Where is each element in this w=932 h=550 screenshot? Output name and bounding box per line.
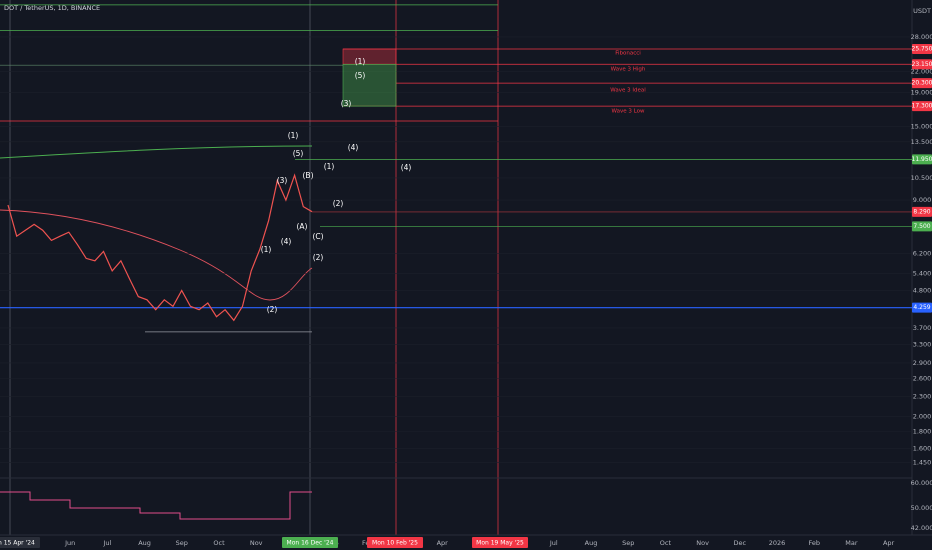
- indicator-tick-label: 42.000: [911, 524, 932, 532]
- x-tick-label: Sep: [176, 539, 188, 547]
- time-tag: [367, 537, 423, 548]
- price-tag: [912, 59, 932, 70]
- price-tag-label: 23.150: [912, 61, 932, 68]
- y-tick-label: 6.200: [913, 250, 932, 258]
- target-zone: [342, 63, 397, 107]
- price-tag-label: 8.290: [913, 208, 930, 215]
- y-tick-label: 1.800: [913, 427, 932, 435]
- indicator-tick-label: 60.000: [911, 479, 932, 487]
- wave-label: (3): [341, 99, 352, 108]
- wave-label: (1): [261, 245, 272, 254]
- fib-label: Wave 3 Ideal: [610, 88, 646, 94]
- y-tick-label: 2.900: [913, 359, 932, 367]
- price-tag: [912, 78, 932, 89]
- x-tick-label: Nov: [250, 539, 263, 547]
- x-tick-label: Dec: [734, 539, 747, 547]
- y-tick-label: 10.500: [911, 174, 932, 182]
- wave-label: (4): [348, 143, 359, 152]
- y-tick-label: 22.000: [911, 68, 932, 76]
- y-tick-label: 5.400: [913, 270, 932, 278]
- x-tick-label: Jul: [549, 539, 558, 547]
- wave-label: (1): [288, 131, 299, 140]
- price-tag-label: 20.300: [912, 80, 932, 87]
- x-tick-label: Apr: [437, 539, 449, 547]
- y-tick-label: 13.500: [911, 138, 932, 146]
- time-tag-label: Mon 19 May '25: [476, 540, 524, 547]
- y-tick-label: 9.000: [913, 196, 932, 204]
- y-tick-label: 28.000: [911, 33, 932, 41]
- wave-label: (2): [313, 253, 324, 262]
- moving-average: [0, 145, 313, 159]
- indicator-line: [0, 491, 312, 520]
- indicator-tick-label: 50.000: [911, 504, 932, 512]
- time-tag-label: Mon 16 Dec '24: [287, 540, 334, 547]
- time-tag: [282, 537, 338, 548]
- wave-label: (4): [401, 163, 412, 172]
- wave-label: (C): [312, 232, 323, 241]
- x-tick-label: Mar: [845, 539, 858, 547]
- time-tag-label: Mon 15 Apr '24: [0, 540, 35, 547]
- wave-label: (1): [324, 162, 335, 171]
- fib-label: Wave 3 High: [611, 67, 646, 73]
- x-tick-label: Jun: [64, 539, 75, 547]
- y-tick-label: 1.600: [913, 444, 932, 452]
- x-tick-label: Sep: [622, 539, 634, 547]
- wave-label: (4): [281, 237, 292, 246]
- wave-label: (A): [297, 222, 308, 231]
- y-tick-label: 3.700: [913, 324, 932, 332]
- price-tag: [912, 154, 932, 165]
- y-tick-label: 1.450: [913, 459, 932, 467]
- wave-label: (2): [333, 199, 344, 208]
- fib-label: Wave 3 Low: [612, 109, 645, 115]
- price-tag: [912, 221, 932, 232]
- y-tick-label: 2.000: [913, 412, 932, 420]
- time-tag-label: Mon 10 Feb '25: [372, 540, 418, 547]
- x-tick-label: Nov: [696, 539, 709, 547]
- y-tick-label: 2.300: [913, 392, 932, 400]
- price-line: [7, 173, 313, 322]
- price-tag: [912, 101, 932, 112]
- currency-label: USDT: [913, 7, 931, 15]
- x-tick-label: Feb: [808, 539, 820, 547]
- moving-average: [0, 209, 313, 301]
- time-tag: [0, 537, 40, 548]
- wave-label: (5): [355, 71, 366, 80]
- price-tag-label: 11.950: [912, 156, 932, 163]
- fib-label: Fibonacci: [615, 51, 641, 57]
- price-tag: [912, 302, 932, 313]
- y-tick-label: 2.600: [913, 375, 932, 383]
- y-tick-label: 15.000: [911, 123, 932, 131]
- x-tick-label: 2026: [769, 539, 786, 547]
- price-tag-label: 17.300: [912, 103, 932, 110]
- y-tick-label: 4.800: [913, 286, 932, 294]
- wave-label: (B): [303, 171, 314, 180]
- x-tick-label: Aug: [138, 539, 151, 547]
- x-tick-label: Oct: [213, 539, 225, 547]
- price-tag: [912, 43, 932, 54]
- price-tag-label: 25.750: [912, 45, 932, 52]
- price-tag-label: 7.500: [913, 223, 930, 230]
- x-tick-label: Aug: [585, 539, 598, 547]
- wave-label: (3): [277, 176, 288, 185]
- price-tag-label: 4.259: [913, 304, 930, 311]
- price-tag: [912, 206, 932, 217]
- time-tag: [472, 537, 528, 548]
- wave-label: (1): [355, 57, 366, 66]
- wave-label: (2): [267, 305, 278, 314]
- chart-title: DOT / TetherUS, 1D, BINANCE: [4, 4, 100, 12]
- y-tick-label: 3.300: [913, 340, 932, 348]
- y-tick-label: 19.000: [911, 89, 932, 97]
- wave-label: (5): [293, 149, 304, 158]
- x-tick-label: Oct: [660, 539, 672, 547]
- x-tick-label: Apr: [883, 539, 895, 547]
- target-zone: [342, 48, 397, 65]
- x-tick-label: Jul: [102, 539, 111, 547]
